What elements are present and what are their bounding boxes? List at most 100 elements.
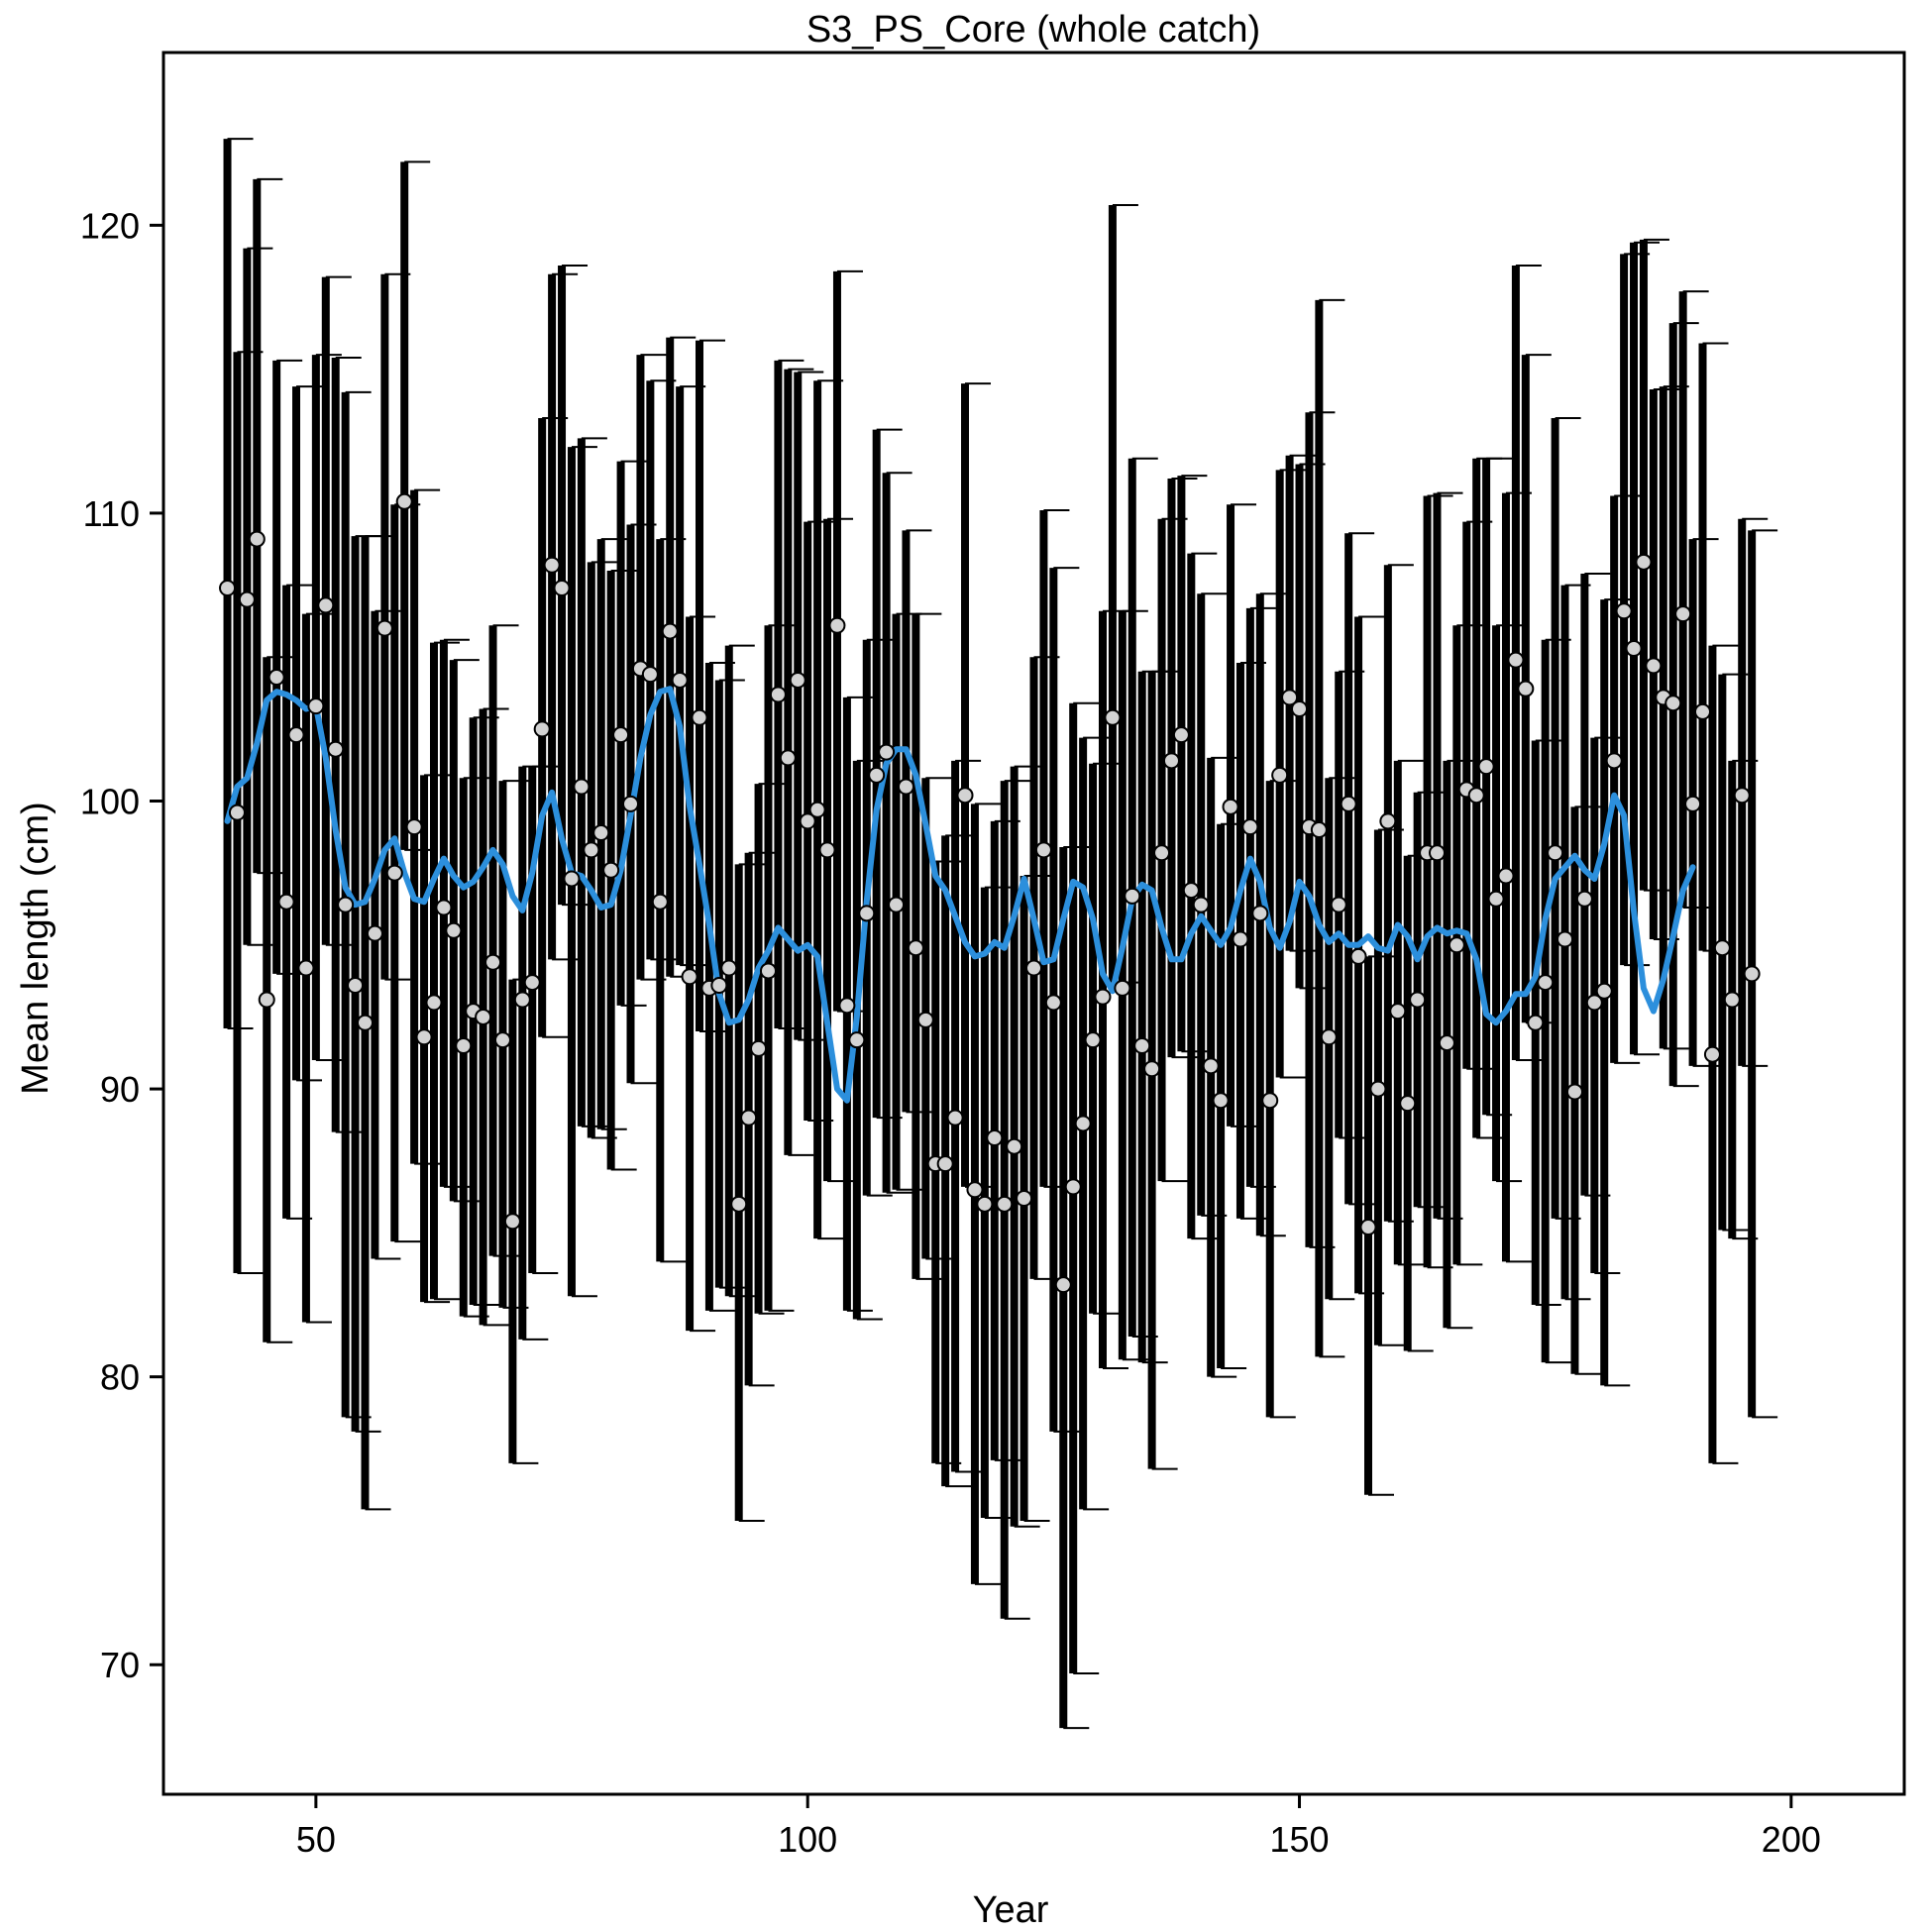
observed-point xyxy=(671,671,689,689)
observed-point xyxy=(1635,553,1653,571)
observed-point xyxy=(1074,1115,1092,1132)
observed-point xyxy=(1517,680,1535,698)
observed-point xyxy=(1172,726,1190,744)
observed-point xyxy=(789,671,806,689)
observed-point xyxy=(1340,795,1357,812)
observed-point xyxy=(307,698,325,715)
observed-point xyxy=(1202,1057,1220,1075)
observed-point xyxy=(976,1195,994,1213)
observed-point xyxy=(966,1181,984,1199)
observed-point xyxy=(1330,896,1347,913)
observed-point xyxy=(1605,752,1623,770)
observed-point xyxy=(848,1031,866,1049)
observed-point xyxy=(1143,1060,1161,1078)
observed-point xyxy=(1674,605,1692,623)
observed-point xyxy=(946,1109,964,1127)
observed-point xyxy=(1467,787,1485,805)
x-tick-label: 150 xyxy=(1269,1819,1329,1860)
observed-point xyxy=(1182,882,1200,900)
observed-point xyxy=(897,778,914,796)
y-tick-label: 120 xyxy=(80,205,140,246)
observed-point xyxy=(563,870,581,888)
x-tick-label: 200 xyxy=(1762,1819,1821,1860)
observed-point xyxy=(435,899,453,916)
observed-point xyxy=(573,778,590,796)
y-tick-label: 100 xyxy=(80,782,140,822)
observed-point xyxy=(730,1195,748,1213)
smooth-curve xyxy=(224,686,1696,1104)
observed-point xyxy=(916,1011,934,1028)
observed-point xyxy=(445,921,463,939)
observed-point xyxy=(1379,812,1397,830)
observed-point xyxy=(1192,896,1210,913)
observed-point xyxy=(1281,689,1299,706)
observed-point xyxy=(1016,1190,1033,1208)
observed-point xyxy=(1044,994,1062,1012)
observed-point xyxy=(583,841,600,859)
observed-point xyxy=(1409,991,1427,1009)
observed-point xyxy=(1104,708,1122,726)
observed-point xyxy=(710,976,728,994)
observed-point xyxy=(769,686,787,703)
observed-point xyxy=(1114,979,1131,997)
observed-point xyxy=(1438,1034,1455,1052)
observed-point xyxy=(1713,939,1731,957)
observed-point xyxy=(405,818,423,836)
observed-point xyxy=(1645,657,1663,675)
observed-point xyxy=(1664,695,1682,712)
observed-point xyxy=(1556,930,1574,948)
observed-point xyxy=(956,787,974,805)
observed-point xyxy=(838,997,856,1015)
observed-point xyxy=(248,530,266,548)
observed-point xyxy=(612,726,630,744)
observed-point xyxy=(1241,818,1259,836)
x-axis-label: Year xyxy=(973,1889,1049,1931)
observed-point xyxy=(347,976,365,994)
observed-point xyxy=(1684,795,1702,812)
observed-point xyxy=(1615,602,1633,620)
observed-point xyxy=(1547,844,1564,862)
observed-point xyxy=(1025,959,1042,977)
observed-point xyxy=(720,959,738,977)
observed-point xyxy=(1723,991,1741,1009)
observed-point xyxy=(1084,1031,1102,1049)
plot-frame xyxy=(161,51,1906,1796)
observed-point xyxy=(1477,758,1495,776)
observed-point xyxy=(533,720,551,738)
observed-point xyxy=(258,991,275,1009)
observed-point xyxy=(1222,798,1239,815)
observed-point xyxy=(513,991,531,1009)
chart-title: S3_PS_Core (whole catch) xyxy=(806,9,1260,51)
observed-point xyxy=(1399,1095,1417,1113)
observed-point xyxy=(1054,1276,1072,1294)
observed-point xyxy=(376,619,393,637)
observed-point xyxy=(759,962,777,980)
observed-point xyxy=(484,953,502,971)
observed-point xyxy=(1595,982,1613,1000)
y-tick-label: 70 xyxy=(100,1645,140,1685)
observed-point xyxy=(503,1213,521,1231)
observed-point xyxy=(868,766,886,784)
observed-point xyxy=(228,804,246,821)
observed-point xyxy=(1034,841,1052,859)
observed-point xyxy=(818,841,836,859)
observed-point xyxy=(1585,994,1603,1012)
observed-point xyxy=(691,708,708,726)
observed-point xyxy=(878,743,896,761)
observed-point xyxy=(936,1155,954,1173)
observed-point xyxy=(661,622,679,640)
observed-point xyxy=(327,740,345,758)
observed-point xyxy=(1537,974,1555,992)
observed-point xyxy=(1527,1014,1545,1031)
observed-point xyxy=(1389,1003,1407,1020)
observed-point xyxy=(1733,787,1751,805)
observed-point xyxy=(268,669,285,687)
observed-point xyxy=(287,726,305,744)
observed-point xyxy=(592,823,610,841)
observed-point xyxy=(750,1039,768,1057)
observed-point xyxy=(641,666,659,684)
observed-point xyxy=(1743,965,1761,983)
observed-point xyxy=(681,968,698,986)
smooth-curve-layer xyxy=(224,686,1696,1104)
observed-point xyxy=(1428,844,1446,862)
